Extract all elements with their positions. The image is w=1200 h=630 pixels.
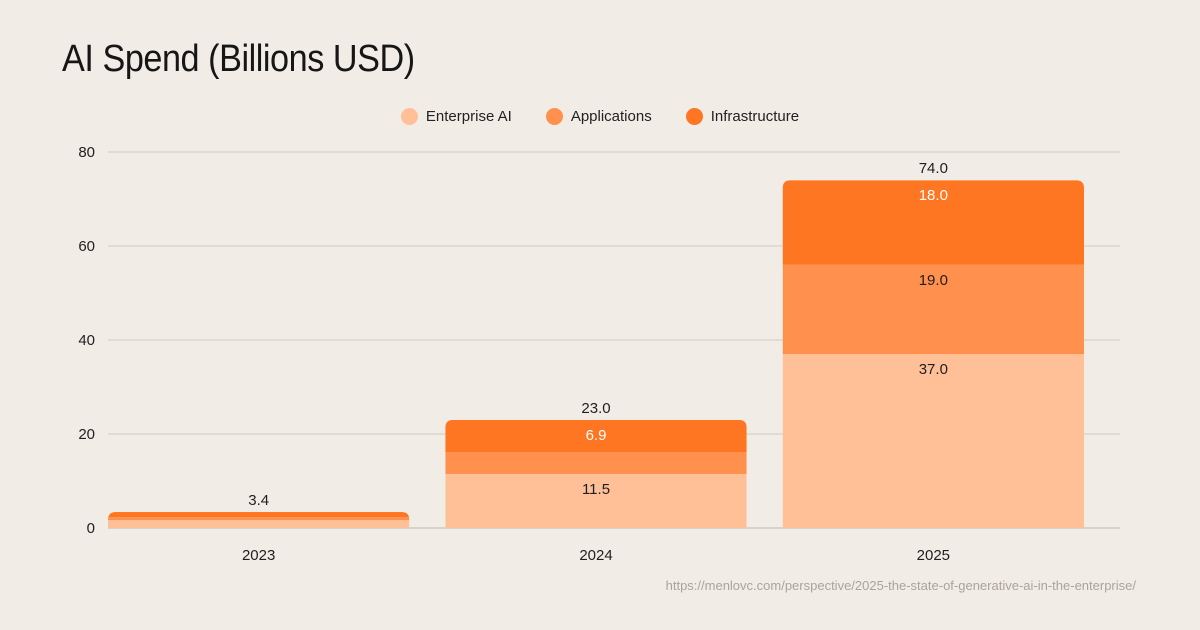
y-tick-label: 40: [78, 332, 95, 349]
x-tick-label: 2024: [579, 547, 612, 564]
bar-segment-infrastructure-2025: [782, 180, 1084, 265]
bar-stack-2025: [782, 180, 1084, 528]
y-tick-label: 0: [87, 520, 95, 537]
legend-item-applications: Applications: [545, 108, 652, 125]
total-label: 3.4: [248, 492, 269, 509]
bar-segment-enterprise-ai-2025: [782, 354, 1084, 528]
total-label: 74.0: [919, 160, 948, 177]
legend-label: Infrastructure: [710, 108, 800, 125]
data-label: 19.0: [919, 272, 948, 289]
source-url: https://menlovc.com/perspective/2025-the…: [665, 578, 1136, 593]
total-label: 23.0: [581, 400, 610, 417]
bar-stack-2023: [108, 512, 410, 528]
x-tick-label: 2023: [242, 547, 275, 564]
bar-segment-enterprise-ai-2023: [108, 520, 410, 528]
data-label: 6.9: [586, 427, 607, 444]
legend-swatch: [545, 108, 563, 125]
bar-segment-enterprise-ai-2024: [445, 473, 747, 528]
data-label: 18.0: [919, 187, 948, 204]
legend-item-infrastructure: Infrastructure: [685, 108, 800, 125]
y-tick-label: 60: [78, 238, 95, 255]
data-label: 37.0: [919, 361, 948, 378]
legend-swatch: [685, 108, 703, 125]
bar-segment-infrastructure-2023: [108, 512, 410, 518]
chart-legend: Enterprise AI Applications Infrastructur…: [0, 108, 1200, 125]
legend-item-enterprise-ai: Enterprise AI: [400, 108, 512, 125]
legend-label: Enterprise AI: [425, 108, 512, 125]
bar-segment-applications-2024: [445, 452, 747, 474]
x-tick-label: 2025: [917, 547, 950, 564]
chart-title: AI Spend (Billions USD): [62, 38, 415, 80]
data-label: 11.5: [582, 481, 610, 498]
y-tick-label: 20: [78, 426, 95, 443]
bar-segment-infrastructure-2024: [445, 419, 747, 453]
y-tick-label: 80: [78, 144, 95, 161]
bar-stack-2024: [445, 419, 747, 528]
legend-swatch: [400, 108, 418, 125]
bar-segment-applications-2023: [108, 517, 410, 521]
bar-segment-applications-2025: [782, 264, 1084, 355]
legend-label: Applications: [570, 108, 652, 125]
